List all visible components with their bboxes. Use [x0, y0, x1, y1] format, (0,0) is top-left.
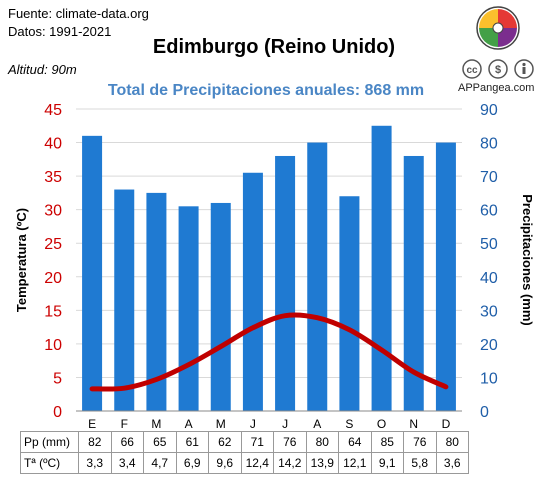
precipitation-cell: 62	[208, 431, 242, 453]
y-tick-left-label: 45	[44, 102, 62, 119]
grid-lines	[76, 108, 462, 412]
x-tick-label: J	[250, 417, 256, 431]
brand-text: APPangea.com	[458, 82, 535, 94]
temperature-cell: 14,2	[273, 452, 307, 474]
temperature-cell: 3,3	[78, 452, 112, 474]
temperature-curve	[89, 312, 449, 392]
precipitation-cell: 65	[143, 431, 177, 453]
altitude-text: Altitud: 90m	[8, 62, 77, 77]
axes: 0 5 10 15 20 25 30 35 40 45 0 10 20 30 40 50 60 70 80 90 E F M…	[44, 102, 498, 431]
x-tick-label: M	[216, 417, 226, 431]
temperature-cell: 4,7	[143, 452, 177, 474]
row-label-temperature: Tª (ºC)	[20, 452, 79, 474]
x-tick-label: A	[313, 417, 321, 431]
precipitation-bar	[435, 142, 456, 412]
x-tick-label: D	[442, 417, 451, 431]
precipitation-cell: 71	[240, 431, 274, 453]
y-tick-left-label: 40	[44, 136, 62, 153]
precipitation-bar	[242, 172, 263, 411]
climate-data-table: Pp (mm) 82 66 65 61 62 71 76 80 64 85 76 80 Tª (ºC)…	[20, 431, 469, 474]
svg-text:cc: cc	[466, 65, 478, 76]
y-tick-left-label: 10	[44, 337, 62, 354]
y-tick-left-label: 15	[44, 303, 62, 320]
dates-text: Datos: 1991-2021	[8, 24, 112, 39]
precipitation-cell: 80	[435, 431, 469, 453]
y-tick-right-label: 80	[480, 136, 498, 153]
precipitation-cell: 76	[403, 431, 437, 453]
table-row-precipitation: Pp (mm) 82 66 65 61 62 71 76 80 64 85 76 80	[20, 431, 469, 453]
y-tick-right-label: 70	[480, 169, 498, 186]
y-axis-right-label: Precipitaciones (mm)	[520, 194, 535, 326]
precipitation-cell: 85	[370, 431, 404, 453]
precipitation-bar	[275, 155, 296, 411]
y-tick-right-label: 40	[480, 270, 498, 287]
precipitation-bar	[114, 189, 135, 411]
y-tick-right-label: 50	[480, 236, 498, 253]
y-tick-right-label: 0	[480, 404, 489, 421]
precipitation-bar	[146, 192, 167, 411]
precipitation-bar	[178, 206, 199, 411]
precipitation-cell: 61	[175, 431, 209, 453]
y-tick-left-label: 25	[44, 236, 62, 253]
table-row-temperature: Tª (ºC) 3,3 3,4 4,7 6,9 9,6 12,4 14,2 13,9 12,1 9…	[20, 452, 469, 474]
temperature-cell: 3,4	[110, 452, 144, 474]
x-tick-label: O	[377, 417, 386, 431]
temperature-cell: 13,9	[305, 452, 339, 474]
temperature-cell: 9,6	[208, 452, 242, 474]
svg-text:$: $	[495, 64, 501, 76]
row-label-precipitation: Pp (mm)	[20, 431, 79, 453]
temperature-cell: 12,1	[338, 452, 372, 474]
precipitation-bar	[371, 125, 392, 412]
precipitation-cell: 82	[78, 431, 112, 453]
x-tick-label: E	[88, 417, 96, 431]
precipitation-bar	[82, 135, 103, 411]
temperature-cell: 9,1	[370, 452, 404, 474]
creative-commons-icons: cc $	[462, 59, 534, 79]
precipitation-cell: 66	[110, 431, 144, 453]
precipitation-cell: 80	[305, 431, 339, 453]
x-tick-label: F	[121, 417, 128, 431]
temperature-cell: 12,4	[240, 452, 274, 474]
y-tick-right-label: 30	[480, 303, 498, 320]
precipitation-bar	[403, 155, 424, 411]
x-tick-label: A	[185, 417, 193, 431]
precipitation-cell: 76	[273, 431, 307, 453]
x-tick-label: J	[282, 417, 288, 431]
x-tick-label: S	[345, 417, 353, 431]
x-tick-label: N	[409, 417, 418, 431]
temperature-line	[89, 312, 449, 392]
appangea-logo-icon	[476, 6, 520, 50]
y-tick-right-label: 20	[480, 337, 498, 354]
temperature-cell: 3,6	[435, 452, 469, 474]
precipitation-bar	[210, 202, 231, 411]
source-text: Fuente: climate-data.org	[8, 6, 149, 21]
y-tick-left-label: 5	[53, 370, 62, 387]
temperature-cell: 5,8	[403, 452, 437, 474]
y-tick-left-label: 20	[44, 270, 62, 287]
x-tick-label: M	[151, 417, 161, 431]
y-tick-right-label: 60	[480, 203, 498, 220]
chart-title: Edimburgo (Reino Unido)	[152, 36, 396, 58]
precipitation-bar	[339, 196, 360, 411]
y-tick-left-label: 35	[44, 169, 62, 186]
chart-subtitle: Total de Precipitaciones anuales: 868 mm	[107, 82, 425, 99]
y-tick-left-label: 0	[53, 404, 62, 421]
y-tick-right-label: 90	[480, 102, 498, 119]
temperature-cell: 6,9	[175, 452, 209, 474]
precipitation-bar	[307, 142, 328, 412]
y-tick-right-label: 10	[480, 370, 498, 387]
precipitation-cell: 64	[338, 431, 372, 453]
y-tick-left-label: 30	[44, 203, 62, 220]
y-axis-left-label: Temperatura (ºC)	[14, 208, 29, 312]
precipitation-bars	[82, 125, 456, 412]
